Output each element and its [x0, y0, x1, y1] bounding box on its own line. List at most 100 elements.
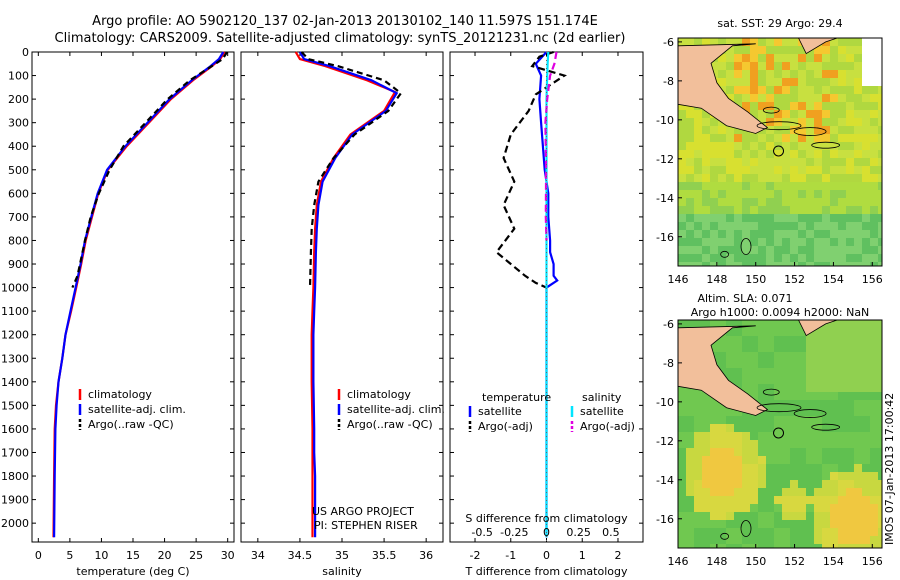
series-line-climatology: [294, 51, 397, 538]
s-tick-label: 0.5: [602, 526, 620, 539]
difference-panel: -2 -1 0 1 2 T difference from climatology -0.5…: [449, 50, 644, 578]
difference-xtick-label: 1: [579, 549, 586, 562]
land-new-guinea: [678, 43, 769, 134]
land-new-britain: [798, 38, 838, 55]
temperature-xtick-label: 15: [126, 549, 140, 562]
ytick-label: 1600: [1, 423, 29, 436]
salinity-xtick-label: 36: [419, 549, 433, 562]
map-ytick-label: -6: [663, 318, 674, 331]
difference-xtick-label: -1: [505, 549, 516, 562]
series-line-t-argo-adj-: [494, 50, 567, 289]
island-outline: [793, 409, 827, 418]
legend-label: satellite-adj. clim.: [88, 403, 186, 416]
map-xtick-label: 156: [862, 273, 883, 286]
map-xtick-label: 154: [823, 273, 844, 286]
difference-xlabel: T difference from climatology: [465, 565, 628, 578]
island-outline: [762, 388, 780, 396]
island-outline: [720, 532, 730, 540]
salinity-xtick-label: 34: [251, 549, 265, 562]
series-line-s-argo-adj-: [544, 51, 558, 241]
ytick-label: 100: [8, 70, 29, 83]
temperature-panel: 0100200300400500600700800900100011001200…: [1, 46, 235, 578]
map-xtick-label: 152: [784, 555, 805, 568]
island-outline: [811, 141, 841, 149]
ytick-label: 1300: [1, 352, 29, 365]
ytick-label: 1200: [1, 329, 29, 342]
temperature-xtick-label: 30: [221, 549, 235, 562]
temperature-xlabel: temperature (deg C): [76, 565, 189, 578]
series-line-argo-raw-qc-: [300, 51, 403, 288]
island-outline: [740, 520, 752, 537]
ytick-label: 0: [22, 46, 29, 59]
map-xtick-label: 148: [706, 555, 727, 568]
map-xtick-label: 148: [706, 273, 727, 286]
series-line-t-satellite: [534, 51, 559, 538]
sst-map-title: sat. SST: 29 Argo: 29.4: [717, 17, 842, 30]
salinity-xtick-label: 34.5: [288, 549, 313, 562]
island-outline: [740, 238, 752, 255]
island-outline: [756, 403, 802, 413]
salinity-panel: 34 34.5 35 35.5 36 salinity climatology satelli…: [240, 51, 445, 578]
map-xtick-label: 146: [668, 555, 689, 568]
sla-map-title: Altim. SLA: 0.071: [697, 292, 792, 305]
map-xtick-label: 150: [745, 555, 766, 568]
land-new-britain: [798, 320, 838, 337]
map-ytick-label: -16: [656, 513, 674, 526]
map-ytick-label: -12: [656, 435, 674, 448]
ytick-label: 800: [8, 234, 29, 247]
s-tick-label: 0.25: [566, 526, 591, 539]
sst-map-panel: 146 148 150 152 154 156 -6 -8 -10 -12 -14 -16 sat. S…: [656, 17, 883, 286]
salinity-xtick-label: 35: [335, 549, 349, 562]
map-ytick-label: -12: [656, 153, 674, 166]
argo-float-marker: [773, 427, 785, 439]
temperature-xtick-label: 0: [35, 549, 42, 562]
map-xtick-label: 146: [668, 273, 689, 286]
map-xtick-label: 154: [823, 555, 844, 568]
temperature-xtick-label: 5: [66, 549, 73, 562]
ytick-label: 1800: [1, 470, 29, 483]
temperature-axes-box: [31, 51, 235, 543]
temperature-xtick-label: 20: [158, 549, 172, 562]
map-xtick-label: 156: [862, 555, 883, 568]
difference-xtick-label: 2: [614, 549, 621, 562]
s-axis-label: S difference from climatology: [465, 512, 628, 525]
ytick-label: 400: [8, 140, 29, 153]
map-ytick-label: -6: [663, 36, 674, 49]
sla-map-panel: 146 148 150 152 154 156 -6 -8 -10 -12 -14 -16 Altim.…: [656, 292, 883, 568]
ytick-label: 500: [8, 164, 29, 177]
temperature-xtick-label: 25: [189, 549, 203, 562]
ytick-label: 1700: [1, 446, 29, 459]
ytick-label: 1400: [1, 376, 29, 389]
header-line2: Climatology: CARS2009. Satellite-adjuste…: [55, 31, 626, 46]
ytick-label: 900: [8, 258, 29, 271]
legend-label: satellite-adj. clim.: [347, 403, 445, 416]
salinity-xtick-label: 35.5: [372, 549, 397, 562]
s-tick-label: -0.5: [471, 526, 492, 539]
ytick-label: 200: [8, 93, 29, 106]
ytick-label: 1900: [1, 494, 29, 507]
ytick-label: 1000: [1, 282, 29, 295]
sst_map-field: [678, 38, 882, 266]
difference-xtick-label: 0: [543, 549, 550, 562]
ytick-label: 2000: [1, 517, 29, 530]
island-outline: [762, 106, 780, 114]
difference-xtick-label: -2: [470, 549, 481, 562]
salinity-axes-box: [240, 51, 444, 543]
map-ytick-label: -8: [663, 75, 674, 88]
ytick-label: 700: [8, 211, 29, 224]
island-outline: [720, 250, 730, 258]
sla_map-field: [678, 320, 882, 548]
legend-label: Argo(-adj): [478, 420, 533, 433]
ytick-label: 300: [8, 117, 29, 130]
map-ytick-label: -16: [656, 231, 674, 244]
legend-label: Argo(-adj): [580, 420, 635, 433]
island-outline: [756, 121, 802, 131]
island-outline: [793, 127, 827, 136]
map-ytick-label: -8: [663, 357, 674, 370]
legend-label: satellite: [478, 405, 522, 418]
s-tick-label: 0: [543, 526, 550, 539]
salinity-xlabel: salinity: [322, 565, 362, 578]
header-line1: Argo profile: AO 5902120_137 02-Jan-2013…: [92, 14, 598, 29]
project-credit: US ARGO PROJECT: [312, 505, 414, 518]
